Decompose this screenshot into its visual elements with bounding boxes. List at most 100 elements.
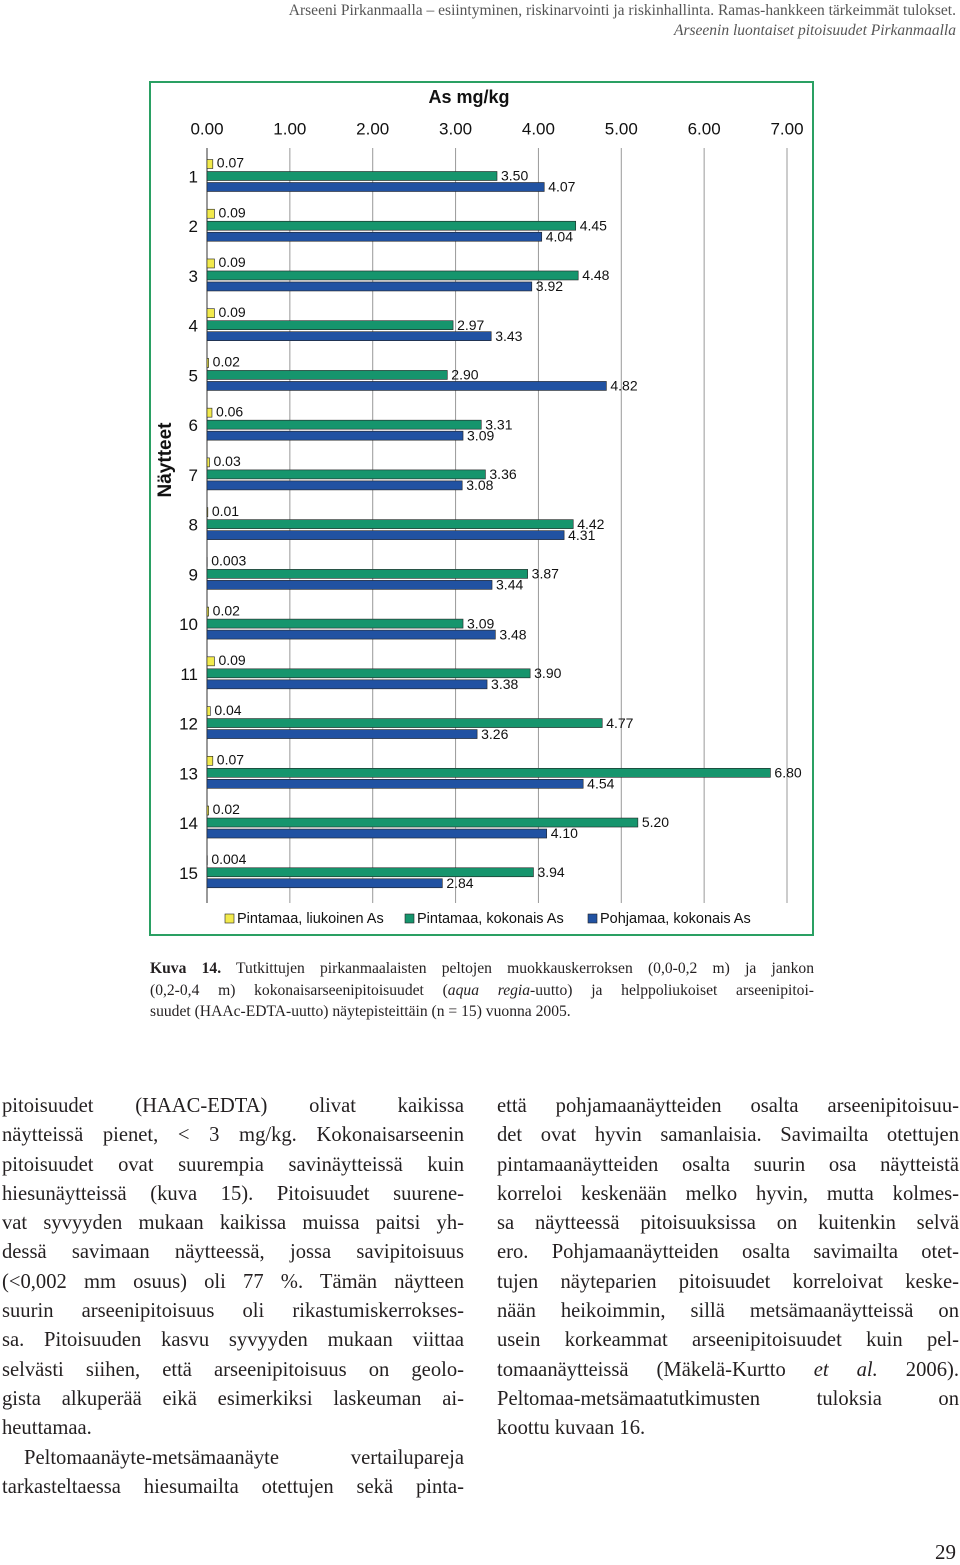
x-tick-label: 6.00 xyxy=(688,119,721,138)
bar xyxy=(206,231,543,242)
figure-caption: Kuva 14. Tutkittujen pirkanmaalaisten pe… xyxy=(150,958,814,1023)
text-line: sa näytteessä pitoisuuksissa on kuitenki… xyxy=(497,1212,959,1235)
bar xyxy=(206,270,579,281)
value-label: 4.48 xyxy=(582,267,609,283)
text-line: nään heikoimmin, sillä metsämaanäytteiss… xyxy=(497,1300,959,1323)
value-label: 4.42 xyxy=(577,516,604,532)
value-label: 4.77 xyxy=(606,715,633,731)
y-tick-label: 2 xyxy=(189,217,198,236)
bar xyxy=(206,569,528,579)
running-header-subtitle: Arseenin luontaiset pitoisuudet Pirkanma… xyxy=(674,22,956,39)
legend-swatch xyxy=(587,913,598,924)
value-label: 0.09 xyxy=(218,304,245,320)
x-tick-label: 4.00 xyxy=(522,119,555,138)
x-tick-label: 3.00 xyxy=(439,119,472,138)
text-line: Kuva 14. Tutkittujen pirkanmaalaisten pe… xyxy=(150,958,814,980)
value-label: 3.92 xyxy=(536,278,563,294)
value-label: 3.94 xyxy=(537,864,564,880)
value-label: 0.07 xyxy=(217,155,244,171)
value-label: 4.10 xyxy=(551,825,578,841)
text-line: det ovat hyvin samanlaisia. Savimailta o… xyxy=(497,1124,959,1147)
x-tick-label: 0.00 xyxy=(190,119,223,138)
text-line: pitoisuudet (HAAC-EDTA) olivat kaikissa xyxy=(2,1095,464,1117)
x-tick-label: 7.00 xyxy=(770,119,803,138)
value-label: 5.20 xyxy=(642,814,669,830)
value-label: 3.08 xyxy=(466,477,493,493)
text-line: dessä savimaan näytteessä, jossa savipit… xyxy=(2,1241,464,1264)
value-label: 0.004 xyxy=(211,851,246,867)
y-tick-label: 6 xyxy=(189,416,198,435)
y-tick-label: 11 xyxy=(180,665,198,684)
value-label: 3.31 xyxy=(485,416,512,432)
x-tick-label: 5.00 xyxy=(605,119,638,138)
value-label: 0.04 xyxy=(214,702,241,718)
value-label: 0.01 xyxy=(212,503,239,519)
text-line: Peltomaanäyte-metsämaanäyte vertailupare… xyxy=(24,1446,464,1469)
bar xyxy=(206,519,574,529)
bar xyxy=(206,530,565,540)
text-line: heuttamaa. xyxy=(2,1417,92,1440)
value-label: 3.38 xyxy=(491,676,518,692)
value-label: 0.003 xyxy=(211,553,246,569)
y-tick-label: 9 xyxy=(189,565,198,584)
value-label: 0.09 xyxy=(218,204,245,220)
text-column: pitoisuudet (HAAC-EDTA) olivat kaikissa n… xyxy=(2,1092,464,1502)
bar xyxy=(206,817,639,828)
value-label: 2.97 xyxy=(457,317,484,333)
value-label: 0.03 xyxy=(213,453,240,469)
text-run: 2006). xyxy=(877,1358,959,1381)
value-label: 3.26 xyxy=(481,726,508,742)
text-run: tomaanäytteissä (Mäkelä-Kurtto xyxy=(497,1358,814,1381)
y-tick-label: 4 xyxy=(189,317,198,336)
paragraph: että pohjamaanäytteiden osalta arseenipi… xyxy=(497,1092,959,1444)
bar xyxy=(206,469,486,480)
paragraph: Peltomaanäyte-metsämaanäyte vertailupare… xyxy=(2,1444,464,1503)
text-line: sa. Pitoisuuden kasvu syvyyden mukaan vi… xyxy=(2,1329,464,1352)
bar xyxy=(206,507,209,517)
bar xyxy=(206,370,448,380)
bar xyxy=(206,320,454,331)
bar xyxy=(206,878,443,889)
y-tick-label: 8 xyxy=(189,516,198,535)
paragraph: pitoisuudet (HAAC-EDTA) olivat kaikissa n… xyxy=(2,1092,464,1444)
bar xyxy=(206,580,493,590)
legend-label: Pintamaa, kokonais As xyxy=(417,911,564,927)
text-line: suudet (HAAc-EDTA-uutto) näytepisteittäi… xyxy=(150,1001,814,1023)
y-axis-label: Näytteet xyxy=(155,422,176,498)
legend-swatch xyxy=(404,913,415,924)
bar xyxy=(206,767,771,778)
x-tick-label: 1.00 xyxy=(273,119,306,138)
text-line: suurin arseenipitoisuus oli rikastumiske… xyxy=(2,1300,464,1323)
text-column: että pohjamaanäytteiden osalta arseenipi… xyxy=(497,1092,959,1444)
text-line: (0,2-0,4 m) kokonaisarseenipitoisuudet (… xyxy=(150,980,814,1002)
value-label: 0.02 xyxy=(213,801,240,817)
page-number: 29 xyxy=(935,1540,956,1564)
value-label: 3.50 xyxy=(501,168,528,184)
bar xyxy=(206,629,496,640)
text-line: että pohjamaanäytteiden osalta arseenipi… xyxy=(497,1095,959,1117)
text-run: suudet (HAAc-EDTA-uutto) näytepisteittäi… xyxy=(150,1003,571,1020)
y-tick-label: 12 xyxy=(179,715,198,734)
bar xyxy=(206,729,478,739)
text-line: korreloi keskenään melko hyvin, mutta ko… xyxy=(497,1182,959,1205)
value-label: 3.43 xyxy=(495,328,522,344)
bar xyxy=(206,159,214,169)
value-label: 4.07 xyxy=(548,179,575,195)
value-label: 3.09 xyxy=(467,427,494,443)
bar xyxy=(206,805,209,816)
chart: As mg/kg Näytteet 0.00 1.00 2.00 3.00 4.00 5.… xyxy=(149,81,814,936)
text-line: tomaanäytteissä (Mäkelä-Kurtto et al. 20… xyxy=(497,1356,959,1385)
y-tick-label: 3 xyxy=(189,267,198,286)
bar xyxy=(206,281,533,292)
text-line: pitoisuudet ovat suurempia savinäytteiss… xyxy=(2,1153,464,1176)
text-run: et al. xyxy=(813,1358,878,1381)
value-label: 3.90 xyxy=(534,665,561,681)
value-label: 2.84 xyxy=(446,875,473,891)
text-run: -uutto) ja helppoliukoiset arseenipitoi- xyxy=(530,981,814,999)
value-label: 4.31 xyxy=(568,527,595,543)
text-line: pintamaanäytteiden osalta suurin osa näy… xyxy=(497,1153,959,1176)
bar xyxy=(206,618,464,629)
text-line: koottu kuvaan 16. xyxy=(497,1417,646,1440)
